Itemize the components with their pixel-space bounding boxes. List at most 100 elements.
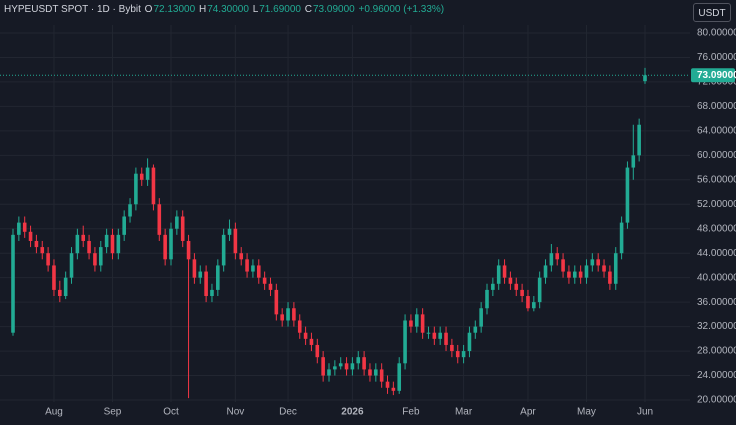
candle-body	[414, 314, 419, 327]
candle-body	[221, 234, 226, 266]
candle-body	[491, 283, 495, 290]
candle-body	[473, 326, 478, 333]
candle-body	[590, 259, 595, 266]
candle-body	[139, 173, 144, 180]
ohlc-value: 71.69000	[259, 4, 301, 15]
y-tick-label: 64.00000	[697, 126, 736, 137]
candle-body	[502, 265, 507, 278]
candle-body	[444, 332, 448, 345]
candle-body	[303, 332, 308, 339]
candle-body	[98, 247, 103, 266]
candle-body	[549, 253, 554, 266]
candle-body	[151, 167, 156, 205]
x-tick-label: Aug	[45, 407, 63, 418]
price-axis-bg	[690, 0, 736, 425]
candle-body	[567, 271, 571, 278]
candle-body	[631, 155, 636, 168]
last-price-tag	[691, 68, 735, 83]
candle-body	[321, 357, 325, 376]
currency-button[interactable]: USDT	[693, 3, 731, 22]
x-tick-label: Dec	[279, 407, 297, 418]
x-tick-label: May	[577, 407, 596, 418]
candle-body	[256, 265, 261, 278]
candle-body	[432, 332, 437, 339]
candle-body	[175, 216, 179, 229]
y-tick-label: 36.00000	[697, 297, 736, 308]
candle-body	[58, 289, 62, 297]
candle-body	[280, 314, 284, 321]
candle-body	[34, 240, 39, 248]
candle-body	[216, 265, 220, 290]
candle-body	[572, 271, 577, 278]
ohlc-label: O	[144, 4, 153, 15]
y-tick-label: 68.00000	[697, 101, 736, 112]
candle-body	[543, 265, 548, 278]
candle-body	[508, 277, 513, 284]
candle-body	[315, 344, 320, 358]
x-tick-label: Oct	[163, 407, 179, 418]
y-tick-label: 28.00000	[697, 346, 736, 357]
y-tick-label: 52.00000	[697, 199, 736, 210]
x-tick-label: Jun	[637, 407, 653, 418]
ohlc-value: 73.09000	[312, 4, 355, 15]
candle-body	[643, 75, 647, 82]
candle-body	[262, 277, 267, 284]
candle-body	[163, 234, 167, 260]
candle-body	[333, 366, 337, 370]
legend-header: HYPEUSDT SPOT · 1D · Bybit O72.13000 H74…	[4, 4, 445, 15]
candle-body	[485, 289, 489, 309]
candle-body	[602, 265, 606, 272]
candle-body	[561, 259, 565, 272]
candle-body	[11, 234, 15, 333]
candle-body	[368, 369, 372, 376]
candle-body	[46, 253, 50, 266]
y-tick-label: 56.00000	[697, 174, 736, 185]
candle-body	[93, 253, 97, 266]
candle-body	[403, 320, 407, 364]
candle-body	[520, 289, 524, 297]
x-tick-label: Nov	[226, 407, 244, 418]
candle-body	[374, 369, 378, 376]
candle-body	[526, 296, 530, 309]
candle-body	[356, 357, 361, 364]
candle-body	[350, 363, 355, 370]
candle-body	[157, 204, 162, 235]
candle-body	[233, 228, 238, 254]
candle-body	[227, 228, 232, 235]
candle-body	[87, 240, 91, 254]
candle-body	[514, 283, 519, 290]
last-price-label: 73.09000	[697, 70, 736, 81]
candle-body	[169, 228, 173, 260]
y-tick-label: 60.00000	[697, 150, 736, 161]
candle-body	[81, 234, 86, 241]
candle-body	[608, 271, 612, 284]
candle-body	[69, 253, 74, 278]
candle-body	[496, 265, 501, 284]
candle-body	[467, 332, 472, 352]
candle-body	[532, 302, 536, 309]
candle-body	[537, 277, 542, 303]
candle-body	[397, 363, 402, 391]
ohlc-value: 72.13000	[153, 4, 196, 15]
candle-body	[286, 308, 290, 321]
x-tick-label: Sep	[104, 407, 122, 418]
candle-body	[204, 271, 208, 297]
candle-body	[385, 381, 390, 388]
ohlc-label: L	[252, 4, 259, 15]
candle-body	[450, 344, 454, 352]
candle-body	[584, 265, 589, 278]
candle-body	[274, 289, 279, 315]
candle-body	[625, 167, 630, 223]
candle-body	[180, 216, 185, 241]
y-tick-label: 20.00000	[697, 395, 736, 406]
candle-body	[28, 231, 33, 241]
candle-body	[192, 259, 197, 278]
candle-body	[479, 308, 483, 327]
x-tick-label: Apr	[520, 407, 536, 418]
candle-body	[379, 369, 384, 382]
candle-body	[438, 332, 442, 339]
y-tick-label: 44.00000	[697, 248, 736, 259]
candle-body	[578, 271, 583, 278]
